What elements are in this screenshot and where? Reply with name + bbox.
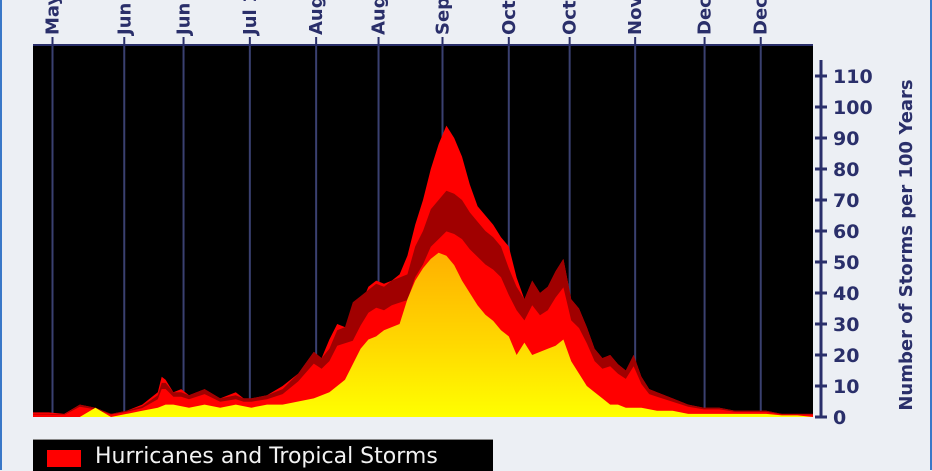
- y-tick-label-4: 40: [833, 283, 859, 305]
- x-tick-label-1: Jun 1: [114, 0, 135, 37]
- x-tick-label-0: May 1: [43, 0, 64, 35]
- frame-right-border: [930, 0, 932, 470]
- x-tick-label-8: Oct 11: [560, 0, 581, 35]
- x-tick-label-6: Sep 1: [433, 0, 454, 35]
- y-tick-label-8: 80: [833, 159, 859, 181]
- y-tick-label-10: 100: [833, 97, 873, 119]
- legend: Hurricanes and Tropical Storms: [33, 439, 493, 471]
- y-tick-label-6: 60: [833, 221, 859, 243]
- y-tick-label-1: 10: [833, 376, 859, 398]
- storm-frequency-chart: May 1 Jun 1 Jun 11 Jul 1 Aug 1 Aug 11 Sep 1 Oct…: [33, 0, 917, 429]
- x-tick-label-9: Nov 1: [625, 0, 646, 35]
- y-tick-label-7: 70: [833, 190, 859, 212]
- y-axis-title: Number of Storms per 100 Years: [896, 79, 917, 410]
- x-tick-label-4: Aug 1: [306, 0, 327, 35]
- y-tick-label-5: 50: [833, 252, 859, 274]
- x-tick-label-10: Dec 1: [695, 0, 716, 35]
- legend-label: Hurricanes and Tropical Storms: [95, 444, 438, 469]
- x-tick-label-2: Jun 11: [174, 0, 195, 37]
- y-tick-label-0: 0: [833, 407, 846, 429]
- y-axis: 0 10 20 30 40 50 60 70 80 90 100 110: [815, 60, 873, 429]
- x-tick-label-11: Dec 11: [751, 0, 772, 35]
- x-tick-label-5: Aug 11: [369, 0, 390, 35]
- y-tick-label-2: 20: [833, 345, 859, 367]
- x-axis: May 1 Jun 1 Jun 11 Jul 1 Aug 1 Aug 11 Sep 1 Oct…: [33, 0, 813, 46]
- series-layer: [33, 125, 813, 417]
- y-tick-label-3: 30: [833, 314, 859, 336]
- x-tick-label-7: Oct 1: [499, 0, 520, 35]
- y-tick-label-11: 110: [833, 66, 873, 88]
- area-hurricanes: [33, 252, 813, 417]
- frame-left-border: [0, 0, 2, 470]
- y-tick-label-9: 90: [833, 128, 859, 150]
- x-tick-label-3: Jul 1: [240, 0, 261, 37]
- legend-swatch-hurricanes-and-tropical-storms: [47, 450, 81, 467]
